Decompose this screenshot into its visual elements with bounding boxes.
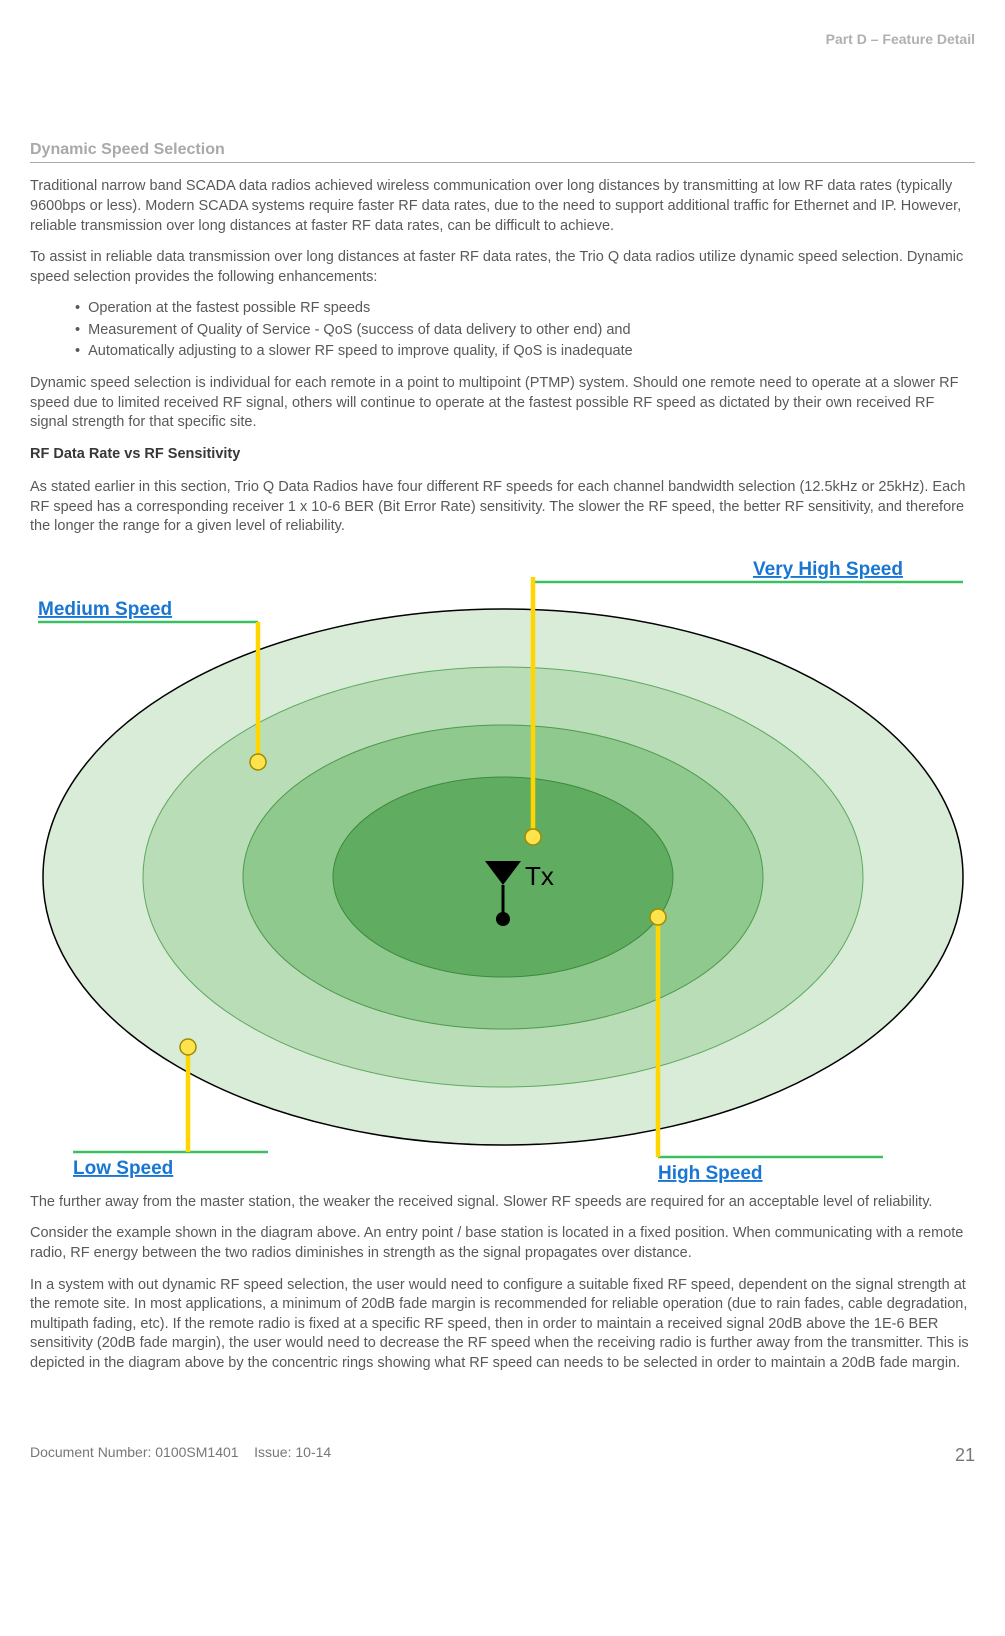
paragraph-ptmp: Dynamic speed selection is individual fo… [30, 374, 975, 433]
diagram-caption: The further away from the master station… [30, 1193, 975, 1213]
paragraph-example: Consider the example shown in the diagra… [30, 1224, 975, 1263]
svg-text:High Speed: High Speed [658, 1163, 763, 1184]
header-part-label: Part D – Feature Detail [30, 30, 975, 49]
footer-issue: Issue: 10-14 [254, 1444, 331, 1460]
svg-text:Medium Speed: Medium Speed [38, 599, 172, 620]
list-item: Measurement of Quality of Service - QoS … [75, 321, 975, 341]
footer-page-number: 21 [955, 1443, 975, 1467]
svg-text:Low Speed: Low Speed [73, 1158, 173, 1179]
paragraph-fade-margin: In a system with out dynamic RF speed se… [30, 1276, 975, 1374]
section-title: Dynamic Speed Selection [30, 139, 975, 164]
list-item: Automatically adjusting to a slower RF s… [75, 342, 975, 362]
paragraph-intro-2: To assist in reliable data transmission … [30, 248, 975, 287]
paragraph-intro-1: Traditional narrow band SCADA data radio… [30, 177, 975, 236]
subsection-title: RF Data Rate vs RF Sensitivity [30, 445, 975, 465]
speed-range-diagram: Tx Very High Speed Medium Speed High Speed L… [33, 557, 973, 1187]
page-footer: Document Number: 0100SM1401 Issue: 10-14… [30, 1443, 975, 1477]
footer-doc-number: Document Number: 0100SM1401 [30, 1444, 239, 1460]
svg-text:Tx: Tx [525, 861, 554, 891]
paragraph-rf-sensitivity: As stated earlier in this section, Trio … [30, 478, 975, 537]
svg-text:Very High Speed: Very High Speed [753, 559, 903, 580]
list-item: Operation at the fastest possible RF spe… [75, 299, 975, 319]
enhancements-list: Operation at the fastest possible RF spe… [75, 299, 975, 362]
